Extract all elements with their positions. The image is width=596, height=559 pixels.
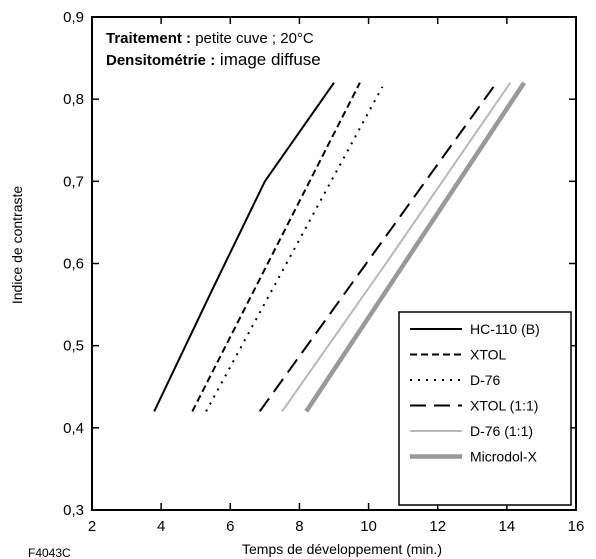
note-line-1: Traitement : petite cuve ; 20°C: [106, 30, 314, 47]
y-axis-title: Indice de contraste: [9, 186, 25, 305]
y-tick-label: 0,6: [63, 256, 84, 273]
note-1-bold: Traitement :: [106, 30, 191, 47]
figure-code: F4043C: [28, 546, 71, 559]
series-layer: [153, 81, 526, 413]
note-2-bold: Densitométrie :: [106, 52, 215, 69]
x-tick-label: 6: [226, 518, 234, 535]
x-tick-label: 8: [295, 518, 303, 535]
y-tick-label: 0,3: [63, 502, 84, 519]
x-tick-label: 16: [568, 518, 585, 535]
y-tick-label: 0,9: [63, 9, 84, 26]
y-tick-label: 0,7: [63, 173, 84, 190]
legend-label-microdol-x: Microdol-X: [470, 449, 538, 465]
series-line-d-76: [205, 86, 384, 412]
y-tick-label: 0,5: [63, 338, 84, 355]
legend-label-d-76-1-1: D-76 (1:1): [470, 423, 533, 439]
series-line-microdol-x: [304, 81, 526, 413]
x-tick-label: 14: [499, 518, 516, 535]
x-tick-label: 10: [360, 518, 377, 535]
note-1-text: petite cuve ; 20°C: [191, 30, 314, 47]
legend-label-xtol-1-1: XTOL (1:1): [470, 398, 538, 414]
note-2-text: image diffuse: [215, 50, 321, 69]
series-line-xtol: [191, 82, 361, 412]
legend: HC-110 (B) XTOL D-76 XTOL (1:1) D-76 (1:1) Mi…: [398, 311, 572, 506]
series-line-hc-110-b: [153, 82, 335, 412]
x-tick-label: 12: [429, 518, 446, 535]
note-line-2: Densitométrie : image diffuse: [106, 50, 321, 69]
legend-box: [398, 311, 572, 506]
legend-label-xtol: XTOL: [470, 347, 507, 363]
series-line-d-76-1-1: [281, 82, 512, 412]
legend-label-hc-110-b: HC-110 (B): [470, 321, 540, 337]
x-axis: 2 4 6 8 10 12 14 16: [88, 17, 585, 535]
x-tick-label: 4: [157, 518, 165, 535]
y-tick-label: 0,4: [63, 420, 84, 437]
legend-label-d-76: D-76: [470, 372, 501, 388]
series-line-xtol-1-1: [258, 82, 498, 412]
x-axis-title: Temps de développement (min.): [242, 541, 442, 557]
x-tick-label: 2: [88, 518, 96, 535]
y-tick-label: 0,8: [63, 91, 84, 108]
y-axis: 0,3 0,4 0,5 0,6 0,7 0,8 0,9: [63, 9, 576, 519]
plot-frame: [91, 16, 577, 511]
